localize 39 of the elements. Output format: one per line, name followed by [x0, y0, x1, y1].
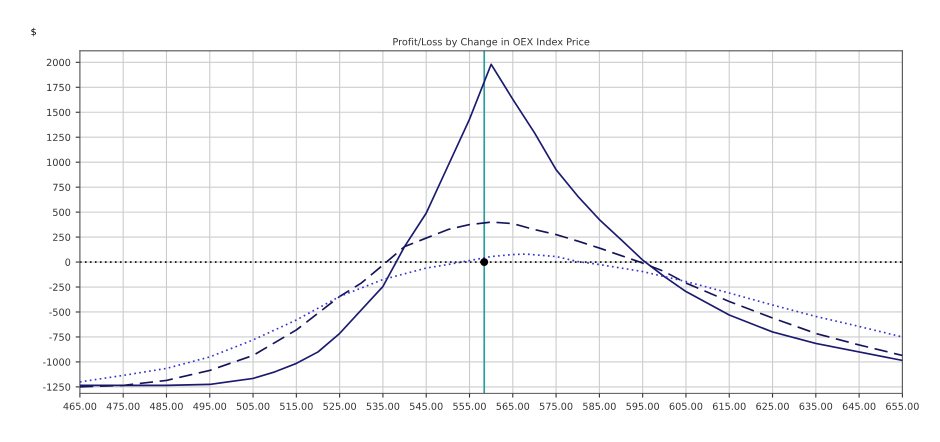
- x-tick-label: 545.00: [410, 402, 443, 410]
- y-tick-label: 0: [65, 258, 70, 266]
- y-tick-label: 250: [53, 234, 70, 241]
- line-series: [80, 221, 902, 388]
- x-tick-label: 515.00: [280, 402, 313, 410]
- y-tick-label: -1000: [43, 358, 70, 366]
- x-tick-label: 495.00: [193, 402, 226, 410]
- x-tick-label: 575.00: [540, 402, 572, 410]
- x-tick-label: 555.00: [453, 402, 486, 410]
- chart-title: Profit/Loss by Change in OEX Index Price: [393, 38, 590, 48]
- x-tick-label: 485.00: [150, 402, 183, 410]
- y-tick-label: -500: [49, 308, 70, 316]
- y-axis-title: $: [31, 28, 36, 37]
- y-tick-label: -250: [49, 284, 70, 291]
- x-tick-label: 595.00: [626, 402, 660, 410]
- y-tick-label: 500: [53, 208, 70, 216]
- x-tick-label: 465.00: [63, 402, 96, 410]
- x-tick-label: 525.00: [323, 402, 356, 410]
- x-tick-label: 475.00: [106, 402, 140, 410]
- y-tick-label: -750: [49, 333, 70, 341]
- y-tick-label: 1500: [47, 108, 70, 116]
- x-tick-label: 625.00: [756, 402, 789, 410]
- x-tick-label: 505.00: [236, 402, 270, 410]
- y-tick-label: 750: [53, 184, 70, 191]
- x-tick-label: 655.00: [886, 402, 919, 410]
- x-tick-label: 615.00: [712, 402, 746, 410]
- y-tick-label: 1000: [47, 158, 70, 166]
- x-tick-label: 605.00: [670, 402, 702, 410]
- y-tick-label: 1750: [47, 84, 70, 92]
- line-series: [80, 63, 902, 386]
- y-tick-label: 2000: [46, 58, 70, 66]
- y-tick-label: 1250: [47, 134, 70, 142]
- x-tick-label: 565.00: [496, 402, 530, 410]
- y-tick-label: -1250: [43, 383, 70, 391]
- x-tick-label: 635.00: [799, 402, 832, 410]
- x-tick-label: 645.00: [842, 402, 876, 410]
- x-tick-label: 535.00: [366, 402, 400, 410]
- line-series: [80, 253, 902, 383]
- x-tick-label: 585.00: [583, 402, 616, 410]
